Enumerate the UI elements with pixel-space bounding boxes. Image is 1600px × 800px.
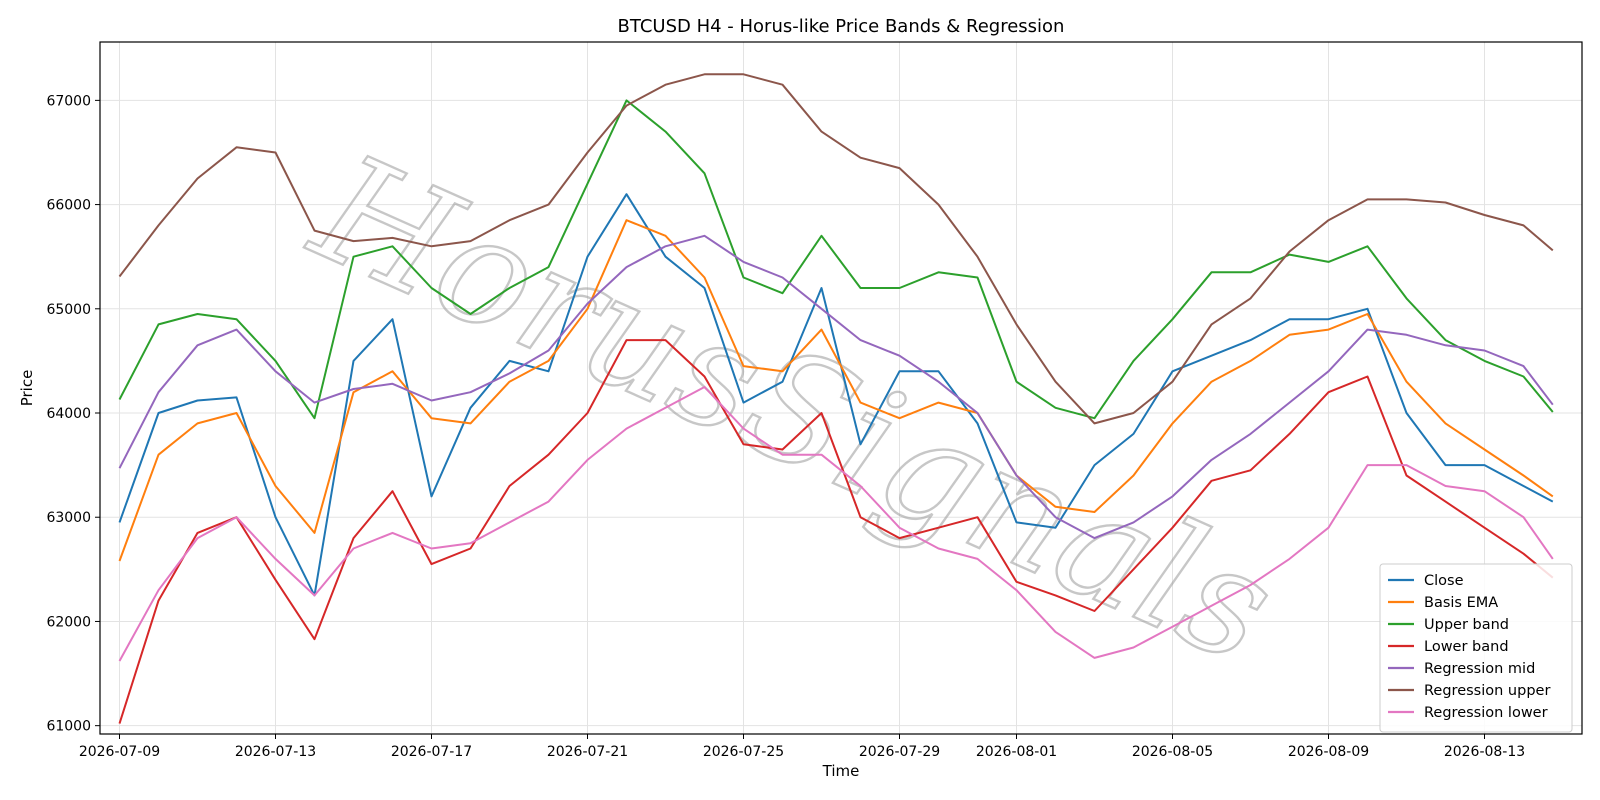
x-tick-label-5: 2026-07-29 — [859, 744, 940, 760]
series-line-4 — [118, 234, 1554, 540]
x-axis-title: Time — [822, 762, 860, 780]
y-tick-label-6: 67000 — [46, 93, 91, 109]
legend: Close Basis EMA Upper band Lower band Regres… — [1379, 563, 1573, 733]
x-tick-label-0: 2026-07-09 — [79, 744, 160, 760]
x-tick-label-2: 2026-07-17 — [391, 744, 472, 760]
series-lines — [118, 73, 1554, 724]
legend-label-5: Regression upper — [1424, 683, 1550, 699]
x-tick-label-4: 2026-07-25 — [703, 744, 784, 760]
legend-box — [1379, 563, 1573, 733]
y-tick-label-4: 65000 — [46, 302, 91, 318]
y-axis-ticks: 61000 62000 63000 64000 65000 66000 67000 — [46, 93, 100, 735]
legend-label-4: Regression mid — [1424, 661, 1535, 677]
x-tick-label-7: 2026-08-05 — [1132, 744, 1213, 760]
series-line-2 — [118, 99, 1554, 420]
plot-frame — [99, 41, 1583, 735]
x-tick-label-1: 2026-07-13 — [235, 744, 316, 760]
x-tick-label-6: 2026-08-01 — [976, 744, 1057, 760]
chart-title: BTCUSD H4 - Horus-like Price Bands & Reg… — [618, 16, 1065, 37]
gridlines — [100, 42, 1582, 734]
legend-label-1: Basis EMA — [1424, 595, 1498, 611]
y-axis-title: Price — [18, 370, 36, 407]
x-tick-label-3: 2026-07-21 — [547, 744, 628, 760]
legend-label-6: Regression lower — [1424, 705, 1548, 721]
x-axis-ticks: 2026-07-09 2026-07-13 2026-07-17 2026-07-21… — [79, 734, 1525, 760]
y-tick-label-5: 66000 — [46, 198, 91, 214]
series-line-6 — [118, 386, 1554, 662]
legend-label-0: Close — [1424, 573, 1464, 589]
legend-label-2: Upper band — [1424, 617, 1509, 633]
x-tick-label-9: 2026-08-13 — [1444, 744, 1525, 760]
series-line-3 — [118, 339, 1554, 724]
y-tick-label-0: 61000 — [46, 719, 91, 735]
y-tick-label-3: 64000 — [46, 406, 91, 422]
y-tick-label-1: 62000 — [46, 614, 91, 630]
legend-label-3: Lower band — [1424, 639, 1509, 655]
x-tick-label-8: 2026-08-09 — [1288, 744, 1369, 760]
y-tick-label-2: 63000 — [46, 510, 91, 526]
series-line-5 — [118, 73, 1554, 425]
